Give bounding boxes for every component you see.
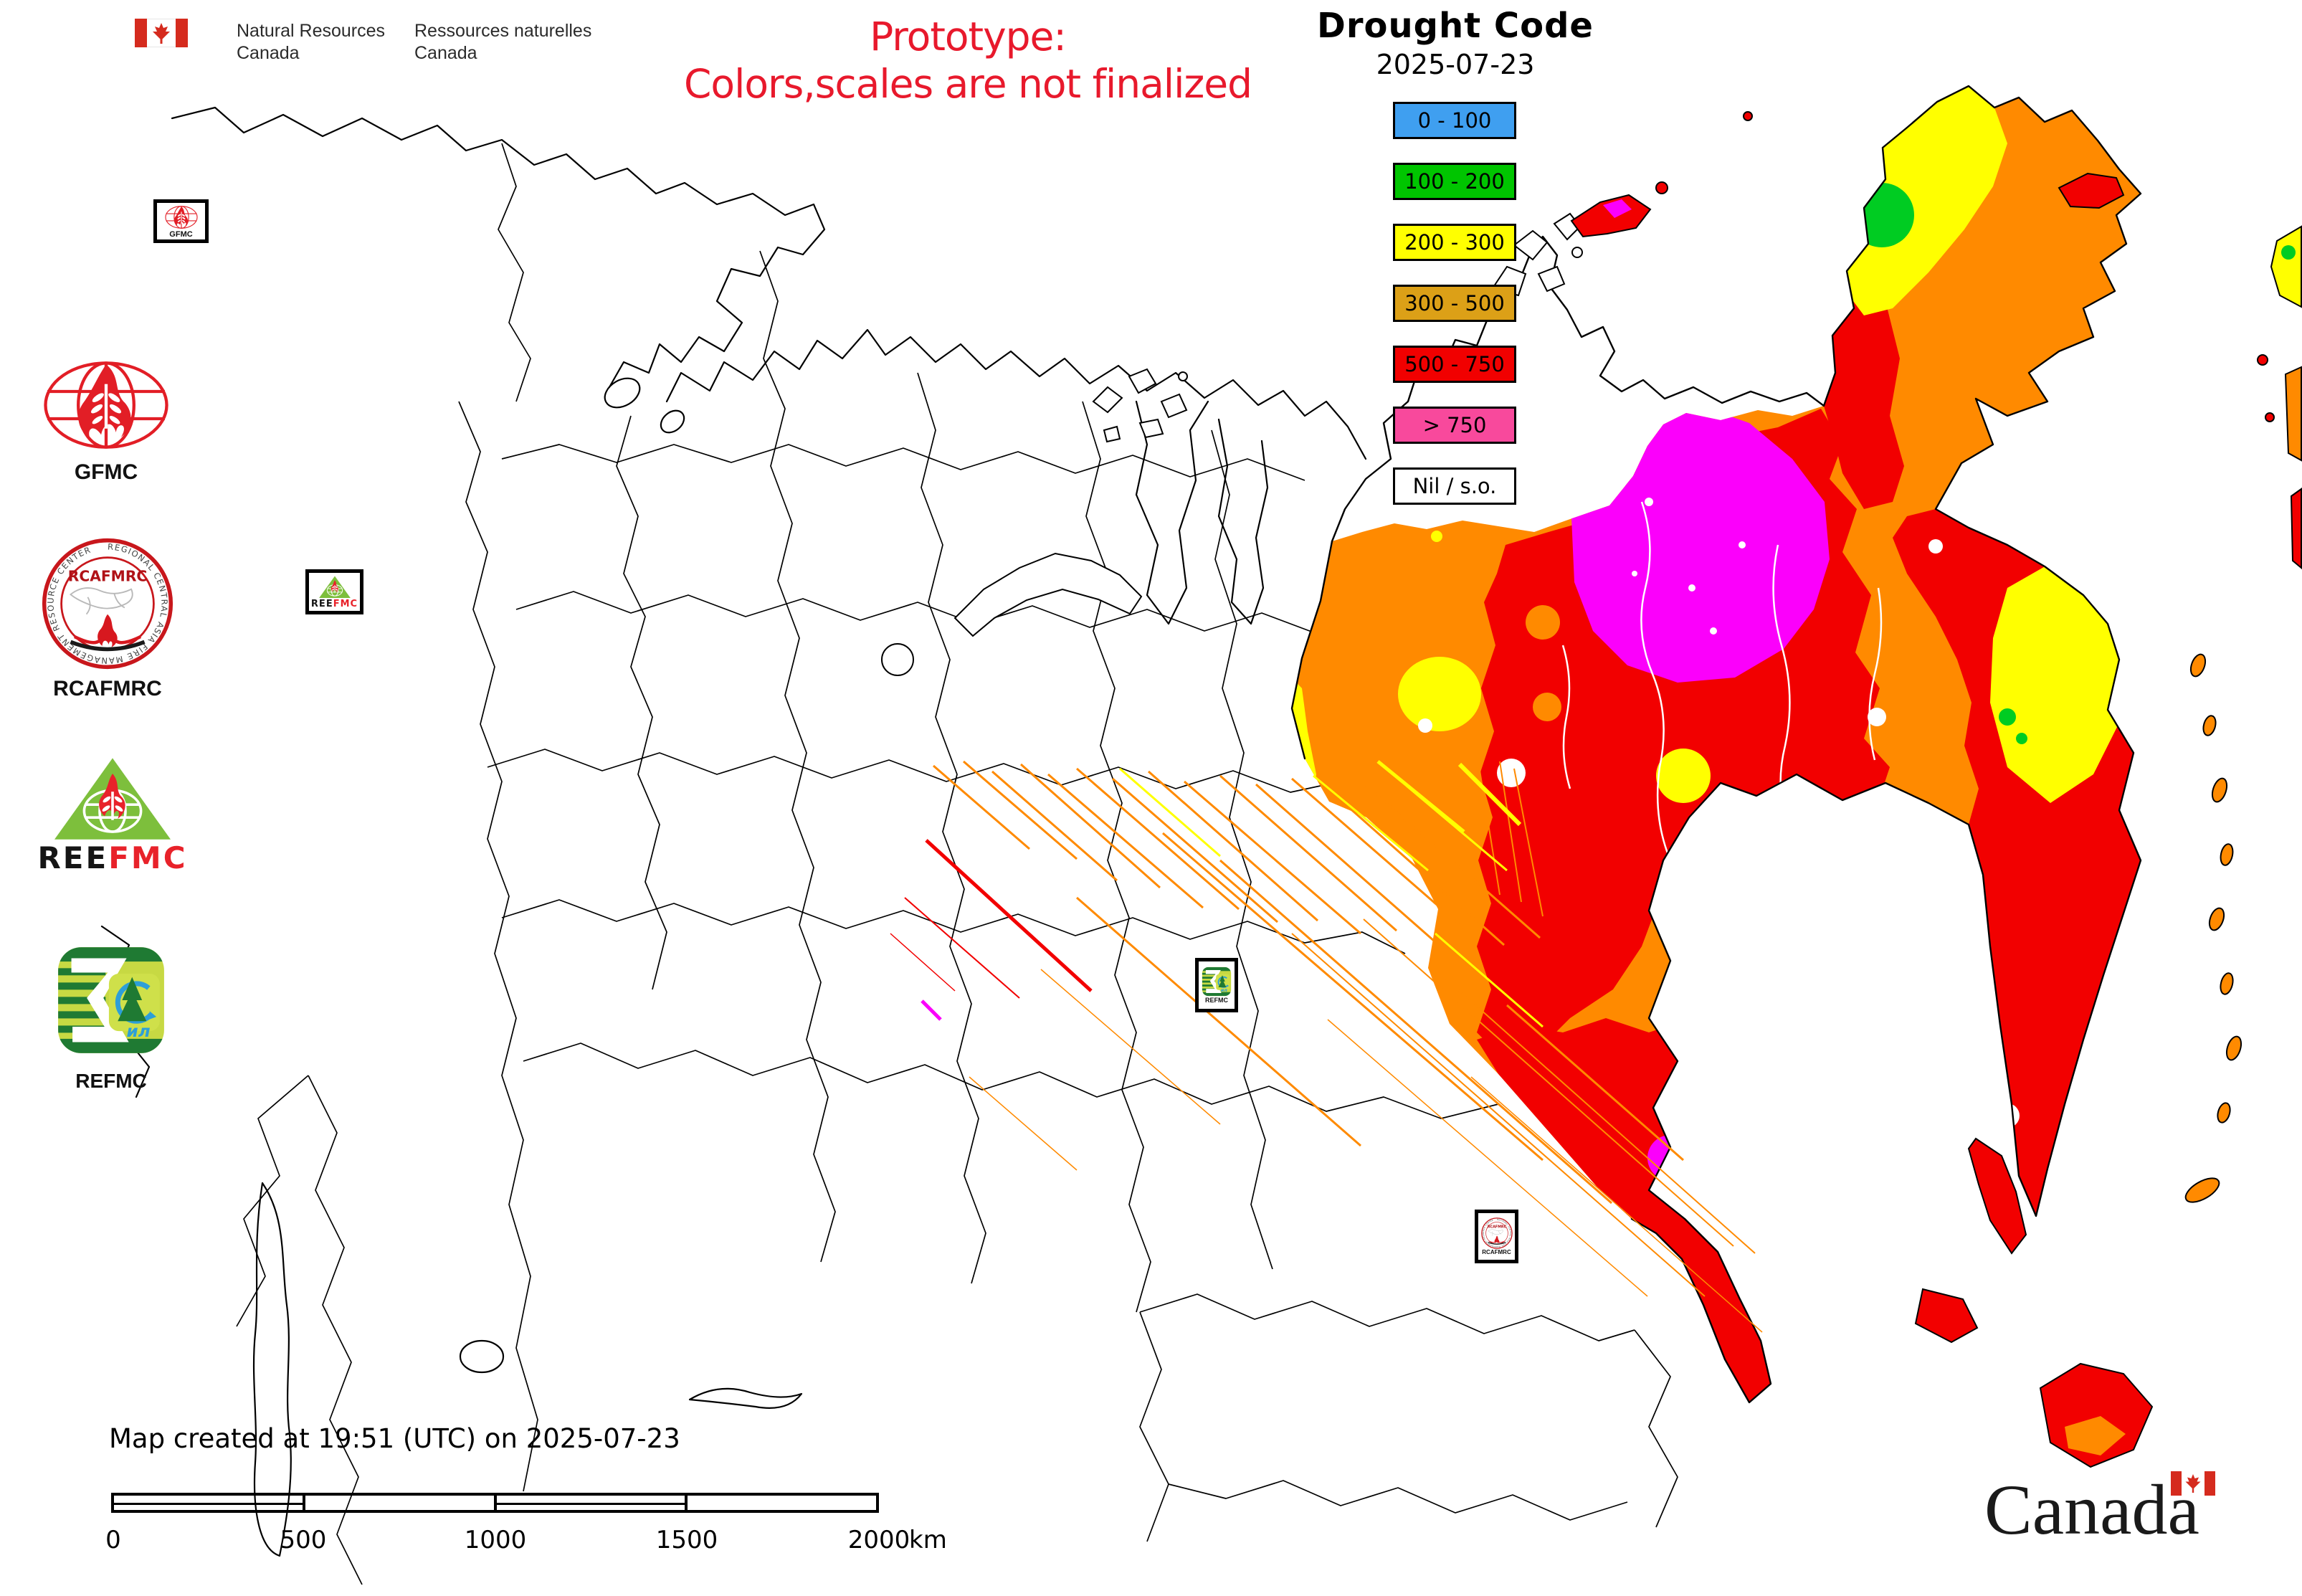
legend-item: 0 - 100 xyxy=(1393,102,1516,139)
rcafmrc-marker-icon xyxy=(1480,1217,1513,1249)
scale-segment xyxy=(688,1496,876,1510)
reefmc-marker-icon xyxy=(318,575,351,599)
legend-label: 500 - 750 xyxy=(1404,352,1505,376)
scale-tick-label: 500 xyxy=(280,1526,327,1554)
gfmc-logo-label: GFMC xyxy=(74,460,138,484)
drought-orange-patches xyxy=(1526,605,1561,721)
streak-magenta xyxy=(921,999,942,1021)
legend-label: > 750 xyxy=(1422,413,1487,437)
scale-unit-label: km xyxy=(909,1526,947,1554)
marker-gfmc-label: GFMC xyxy=(169,229,193,239)
legend-item: > 750 xyxy=(1393,407,1516,444)
marker-gfmc: GFMC xyxy=(153,199,209,243)
legend-label: 0 - 100 xyxy=(1417,108,1492,133)
scale-tick-label: 2000 xyxy=(847,1526,910,1554)
scale-segment xyxy=(496,1496,688,1510)
legend-label: 300 - 500 xyxy=(1404,291,1505,315)
scale-tick-label: 0 xyxy=(105,1526,121,1554)
marker-rcafmrc: RCAFMRC xyxy=(1475,1210,1518,1263)
marker-refmc: REFMC xyxy=(1195,958,1238,1012)
refmc-logo xyxy=(56,945,166,1055)
rcafmrc-logo xyxy=(42,538,173,670)
canada-flag-icon xyxy=(135,19,188,47)
streaks-red xyxy=(890,839,1093,999)
marker-reefmc: REEFMC xyxy=(305,569,363,614)
marker-refmc-label: REFMC xyxy=(1205,997,1228,1004)
dept-name-en: Natural Resources Canada xyxy=(237,21,386,63)
streaks-orange xyxy=(933,760,1763,1333)
arctic-islands xyxy=(881,212,1583,676)
map-created-text: Map created at 19:51 (UTC) on 2025-07-23 xyxy=(109,1423,680,1454)
streaks-yellow xyxy=(1119,760,1544,1028)
legend-item: 300 - 500 xyxy=(1393,285,1516,322)
marker-reefmc-label: REEFMC xyxy=(310,599,358,609)
scale-tick-label: 1000 xyxy=(464,1526,527,1554)
legend-item: 500 - 750 xyxy=(1393,346,1516,383)
legend-label: 200 - 300 xyxy=(1404,230,1505,255)
reefmc-logo xyxy=(37,754,188,845)
scale-segment xyxy=(305,1496,497,1510)
legend-date: 2025-07-23 xyxy=(1376,49,1535,80)
wordmark-flag-icon xyxy=(2171,1471,2215,1496)
prototype-note: Prototype: Colors,scales are not finaliz… xyxy=(684,14,1252,107)
northeast-coastline xyxy=(1290,85,2142,1404)
legend-item: 200 - 300 xyxy=(1393,224,1516,261)
marker-rcafmrc-label: RCAFMRC xyxy=(1482,1249,1511,1255)
legend-item: 100 - 200 xyxy=(1393,163,1516,200)
gfmc-logo xyxy=(39,356,173,455)
western-coastlines xyxy=(100,106,1367,1557)
streak-artifacts xyxy=(890,760,1763,1333)
colored-islands xyxy=(1570,111,2302,1468)
legend-title: Drought Code xyxy=(1317,6,1594,46)
region-borders xyxy=(236,143,1678,1585)
dept-name-fr: Ressources naturelles Canada xyxy=(414,21,592,63)
canada-wordmark: Canada xyxy=(1984,1470,2199,1549)
gfmc-marker-icon xyxy=(164,205,198,229)
drought-red-layer xyxy=(1477,208,2141,1402)
legend-item: Nil / s.o. xyxy=(1393,467,1516,505)
legend-label: Nil / s.o. xyxy=(1412,474,1497,498)
scale-segment xyxy=(114,1496,305,1510)
scale-tick-label: 1500 xyxy=(655,1526,718,1554)
legend-label: 100 - 200 xyxy=(1404,169,1505,194)
refmc-marker-icon xyxy=(1202,966,1232,997)
kuril-islands xyxy=(2184,653,2242,1203)
refmc-logo-label: REFMC xyxy=(75,1070,147,1092)
reefmc-logo-wordmark: REEFMC xyxy=(37,840,188,875)
rcafmrc-logo-label: RCAFMRC xyxy=(53,677,162,700)
scale-bar xyxy=(111,1493,879,1513)
